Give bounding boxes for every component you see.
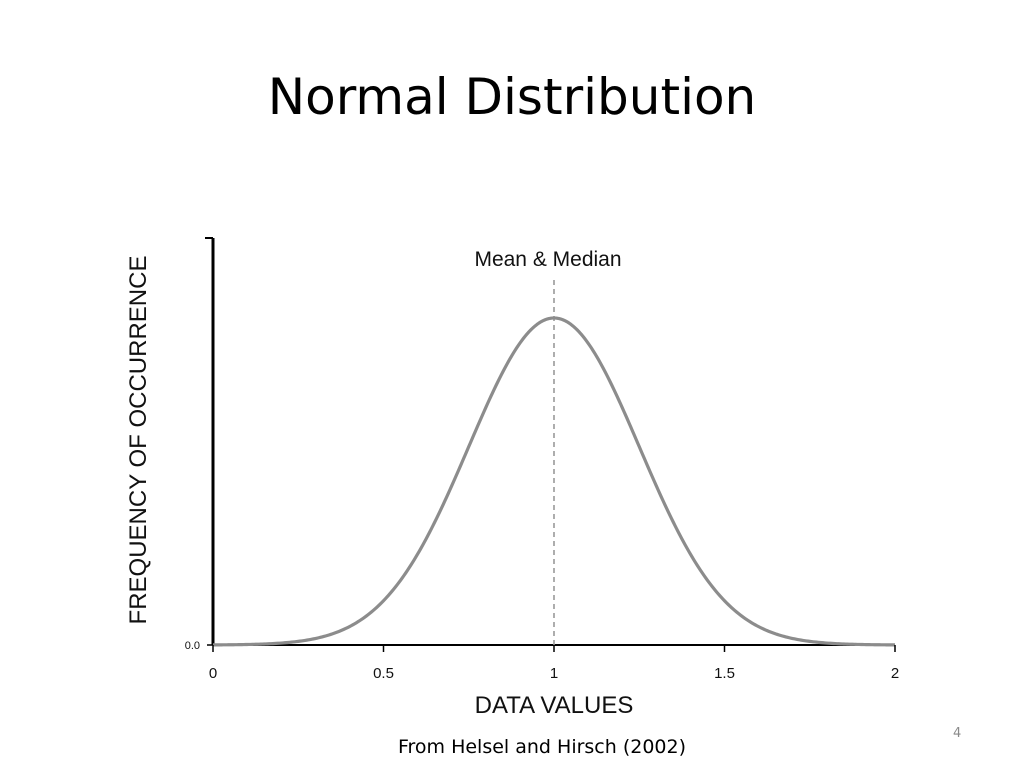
y-axis-label: FREQUENCY OF OCCURRENCE (125, 256, 152, 625)
y-tick-label: 0.0 (185, 640, 200, 652)
x-axis-label: DATA VALUES (475, 692, 634, 719)
x-tick-label: 0 (209, 665, 217, 682)
x-tick-label: 1.5 (714, 665, 735, 682)
x-tick-label: 1 (550, 665, 558, 682)
mean-median-label: Mean & Median (474, 248, 621, 271)
x-tick-label: 2 (891, 665, 899, 682)
curve-layer (212, 316, 896, 647)
source-caption: From Helsel and Hirsch (2002) (397, 736, 687, 758)
ticks: 0 0.5 1 1.5 2 0.0 (185, 640, 899, 682)
x-tick-label: 0.5 (373, 665, 394, 682)
slide-title: Normal Distribution (267, 68, 757, 126)
axes (205, 237, 895, 646)
slide-number: 4 (953, 726, 962, 741)
normal-curve-line (212, 316, 896, 647)
